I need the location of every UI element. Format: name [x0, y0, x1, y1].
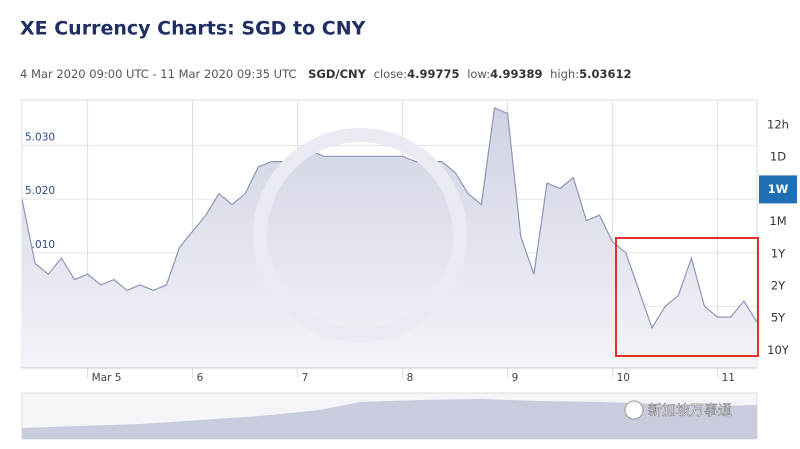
line [21, 107, 758, 330]
x-tick-label: 9 [512, 372, 519, 384]
y-tick-label: 5.010 [25, 239, 55, 251]
range-button[interactable] [759, 175, 797, 204]
watermark-icon [624, 400, 644, 420]
range-label[interactable]: 2Y [771, 279, 786, 293]
stat-value: 4.99389 [490, 67, 542, 81]
x-tick-label: 6 [197, 372, 204, 384]
x-tick-label: Mar 5 [92, 372, 122, 384]
range-label[interactable]: 12h [767, 118, 789, 132]
highlight-box [615, 237, 759, 357]
range-button[interactable] [759, 143, 797, 172]
y-tick-label: 5.020 [25, 185, 55, 197]
stat-label: low: [467, 67, 490, 81]
range-button[interactable] [759, 304, 797, 333]
watermark: 新加坡万事通 [648, 403, 732, 419]
stat-label: close: [374, 67, 408, 81]
range-label[interactable]: 1Y [771, 246, 786, 260]
range-label[interactable]: 1W [768, 182, 789, 196]
navigator-area [22, 399, 757, 439]
pair: SGD/CNY [308, 67, 367, 81]
range-button[interactable] [759, 111, 797, 139]
logo-watermark [253, 128, 467, 342]
stat-label: high: [550, 67, 579, 81]
range-label[interactable]: 1D [770, 150, 786, 164]
subtitle: 4 Mar 2020 09:00 UTC - 11 Mar 2020 09:35… [20, 67, 631, 81]
y-tick-label: 5.030 [25, 132, 55, 144]
x-tick-label: 8 [407, 372, 414, 384]
range-buttons: 12h 1D 1W 1M 1Y 2Y 5Y 10Y [759, 111, 797, 365]
range-button[interactable] [759, 239, 797, 268]
range-button[interactable] [759, 207, 797, 236]
x-tick-label: 10 [617, 372, 630, 384]
range-button[interactable] [759, 336, 797, 365]
stat-value: 4.99775 [407, 67, 459, 81]
range-button[interactable] [759, 272, 797, 300]
area [22, 108, 757, 368]
date-range: 4 Mar 2020 09:00 UTC - 11 Mar 2020 09:35… [20, 67, 296, 81]
range-label[interactable]: 10Y [767, 343, 790, 357]
stat-value: 5.03612 [579, 67, 631, 81]
range-label[interactable]: 1M [769, 214, 786, 228]
x-tick-label: 7 [302, 372, 309, 384]
title: XE Currency Charts: SGD to CNY [20, 18, 366, 40]
x-tick-label: 11 [722, 372, 735, 384]
range-label[interactable]: 5Y [771, 311, 786, 325]
